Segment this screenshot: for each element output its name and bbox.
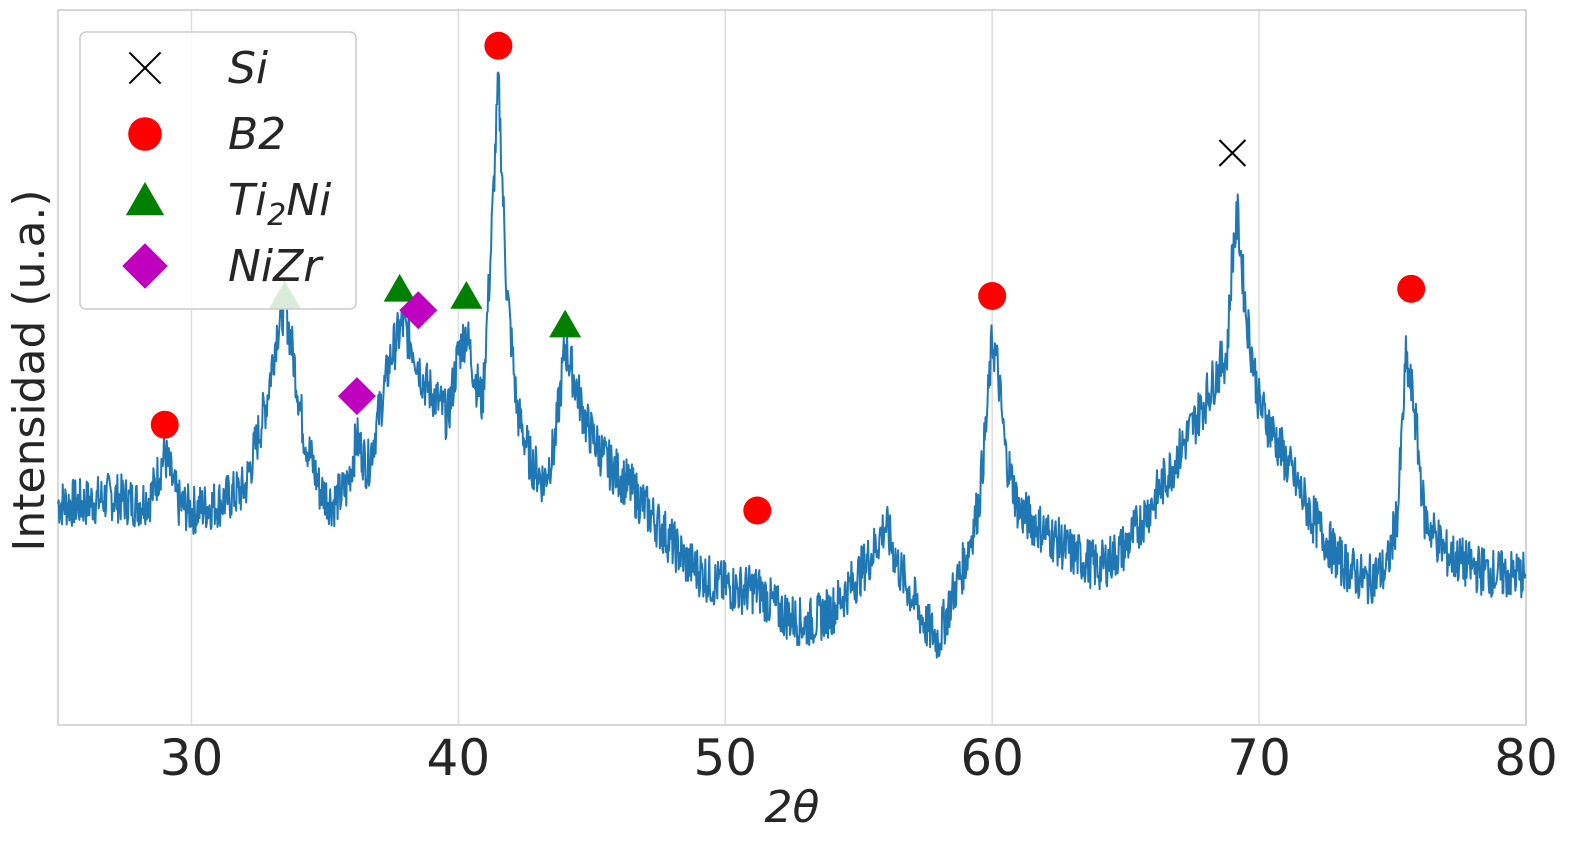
legend-marker-b2: [128, 117, 162, 151]
marker-ti2ni: [450, 281, 483, 309]
legend-label: Si: [228, 43, 269, 94]
marker-ti2ni: [549, 309, 582, 338]
legend: Si B2 Ti2Ni NiZr: [79, 31, 357, 310]
legend-label: B2: [228, 109, 286, 160]
marker-b2: [743, 496, 772, 525]
legend-box: [79, 31, 357, 310]
marker-layer: [150, 31, 1426, 525]
legend-marker-si: [128, 51, 162, 85]
x-axis-label: 2θ: [765, 782, 820, 833]
marker-b2: [1397, 274, 1426, 303]
marker-nizr: [399, 291, 438, 330]
grid-lines: [190, 10, 1527, 725]
legend-marker-nizr: [122, 243, 168, 289]
x-tick-label: 80: [1494, 729, 1558, 787]
y-axis-label: Intensidad (u.a.): [4, 189, 55, 551]
marker-nizr: [337, 377, 376, 416]
x-tick-label: 70: [1227, 729, 1291, 787]
marker-si: [1218, 139, 1247, 167]
x-tick-label: 60: [960, 729, 1024, 787]
x-tick-label: 50: [693, 729, 757, 787]
plot-frame: [57, 9, 1527, 726]
x-tick-label: 30: [160, 729, 224, 787]
legend-label: Ti2Ni: [228, 175, 332, 233]
legend-label: NiZr: [228, 241, 324, 292]
xrd-series-line: [57, 71, 1527, 659]
x-tick-label: 40: [427, 729, 491, 787]
marker-b2: [150, 410, 179, 439]
marker-ti2ni: [383, 273, 416, 302]
marker-b2: [484, 31, 513, 60]
x-tick-labels: 30 40 50 60 70 80: [160, 729, 1558, 787]
legend-marker-ti: [125, 182, 165, 216]
marker-b2: [978, 282, 1007, 310]
series-layer: [57, 71, 1527, 659]
